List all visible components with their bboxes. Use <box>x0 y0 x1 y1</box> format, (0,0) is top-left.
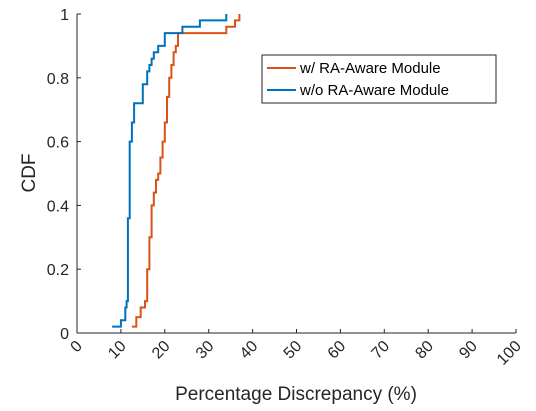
series-line-w-ra-aware <box>131 14 241 328</box>
legend: w/ RA-Aware Module w/o RA-Aware Module <box>261 54 497 104</box>
legend-label-w-ra-aware: w/ RA-Aware Module <box>299 60 441 77</box>
x-tick-label: 80 <box>412 338 437 363</box>
x-tick-label: 50 <box>281 338 306 363</box>
x-tick-label: 60 <box>325 338 350 363</box>
x-tick-label: 70 <box>369 338 394 363</box>
x-tick-label: 30 <box>193 338 218 363</box>
series-line-wo-ra-aware <box>112 14 228 328</box>
series-layer <box>112 14 241 328</box>
y-tick-label: 0.2 <box>47 262 69 279</box>
x-tick-label: 40 <box>237 338 262 363</box>
legend-label-wo-ra-aware: w/o RA-Aware Module <box>299 82 449 99</box>
y-tick-label: 0 <box>60 326 69 343</box>
y-tick-label: 0.8 <box>47 71 69 88</box>
x-tick-label: 20 <box>149 338 174 363</box>
x-tick-label: 100 <box>494 338 525 369</box>
legend-box <box>261 54 497 104</box>
y-tick-label: 1 <box>60 7 69 24</box>
x-tick-label: 0 <box>68 338 86 356</box>
x-tick-label: 90 <box>456 338 481 363</box>
x-tick-label: 10 <box>105 338 130 363</box>
y-tick-label: 0.6 <box>47 135 69 152</box>
y-axis-title: CDF <box>19 153 40 192</box>
x-axis-title: Percentage Discrepancy (%) <box>175 384 417 405</box>
y-tick-label: 0.4 <box>47 198 69 215</box>
